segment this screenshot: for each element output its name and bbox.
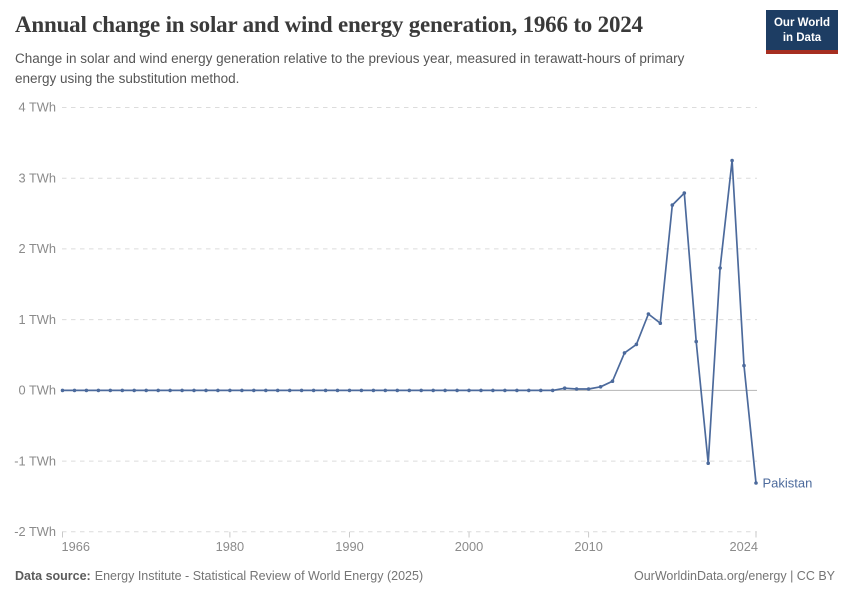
data-point	[347, 388, 352, 393]
y-axis-tick-label: -2 TWh	[14, 524, 56, 539]
data-point	[562, 386, 567, 391]
x-axis-tick-label: 1966	[62, 539, 90, 554]
data-point	[120, 388, 125, 393]
data-point	[96, 388, 101, 393]
data-point	[467, 388, 471, 393]
data-point	[144, 388, 148, 393]
data-point	[132, 388, 136, 393]
data-point	[275, 388, 280, 393]
data-point	[527, 388, 531, 393]
data-point	[730, 158, 734, 163]
data-point	[658, 321, 663, 326]
data-point	[622, 351, 627, 355]
data-point	[395, 388, 400, 393]
data-point	[431, 388, 436, 393]
x-axis-tick-label: 2010	[574, 539, 602, 554]
data-point	[60, 388, 65, 393]
data-point	[706, 461, 710, 466]
data-point	[359, 388, 364, 393]
owid-logo: Our World in Data	[766, 10, 838, 54]
y-axis-tick-label: 4 TWh	[19, 100, 56, 115]
data-point	[574, 387, 579, 391]
owid-logo-line1: Our World	[773, 17, 830, 29]
data-source-label: Data source:	[15, 569, 91, 583]
data-point	[228, 388, 232, 393]
data-point	[264, 388, 268, 393]
owid-logo-line2: in Data	[782, 31, 822, 44]
data-point	[252, 388, 256, 393]
data-point	[287, 388, 292, 393]
data-point	[491, 388, 495, 393]
data-point	[72, 388, 77, 393]
data-point	[407, 388, 412, 393]
y-axis-tick-label: -1 TWh	[14, 453, 56, 468]
data-point	[503, 388, 507, 393]
y-axis-tick-label: 0 TWh	[19, 383, 56, 398]
series-line	[61, 159, 757, 484]
data-point	[515, 388, 519, 393]
data-point	[610, 379, 615, 384]
data-point	[455, 388, 459, 393]
page-title: Annual change in solar and wind energy g…	[15, 12, 643, 37]
y-axis-tick-label: 2 TWh	[19, 241, 56, 256]
data-point	[646, 312, 651, 316]
data-point	[550, 388, 555, 393]
x-axis-tick-label: 2000	[455, 539, 483, 554]
data-point	[216, 388, 220, 393]
data-point	[742, 363, 746, 368]
data-point	[694, 339, 698, 344]
chart-footer: Data source: Energy Institute - Statistic…	[15, 569, 835, 583]
data-point	[180, 388, 184, 393]
data-point	[311, 388, 316, 393]
data-point	[634, 342, 639, 347]
data-point	[419, 388, 424, 393]
data-source-text: Energy Institute - Statistical Review of…	[94, 569, 424, 583]
data-point	[192, 388, 196, 393]
data-point	[443, 388, 447, 393]
y-axis-tick-label: 3 TWh	[19, 170, 56, 185]
data-point	[371, 388, 376, 393]
series-end-label: Pakistan	[763, 476, 813, 491]
data-point	[718, 266, 722, 270]
x-axis-tick-label: 1980	[216, 539, 244, 554]
data-point	[598, 385, 603, 389]
x-axis-tick-label: 1990	[335, 539, 363, 554]
data-point	[682, 191, 687, 195]
data-point	[670, 203, 675, 207]
data-point	[586, 387, 591, 391]
data-point	[299, 388, 304, 393]
data-point	[108, 388, 113, 393]
x-axis-tick-label: 2024	[730, 539, 758, 554]
data-point	[168, 388, 172, 393]
data-point	[383, 388, 388, 393]
data-point	[323, 388, 328, 393]
data-point	[156, 388, 160, 393]
data-point	[240, 388, 244, 393]
data-point	[335, 388, 340, 393]
data-point	[479, 388, 483, 393]
data-point	[84, 388, 89, 393]
data-point	[539, 388, 543, 393]
chart-subtitle: Change in solar and wind energy generati…	[15, 51, 685, 86]
data-source: Data source: Energy Institute - Statistic…	[15, 569, 423, 583]
credit-text: OurWorldinData.org/energy | CC BY	[633, 569, 835, 583]
data-point	[754, 481, 758, 485]
y-axis-tick-label: 1 TWh	[19, 312, 56, 327]
data-point	[204, 388, 208, 393]
